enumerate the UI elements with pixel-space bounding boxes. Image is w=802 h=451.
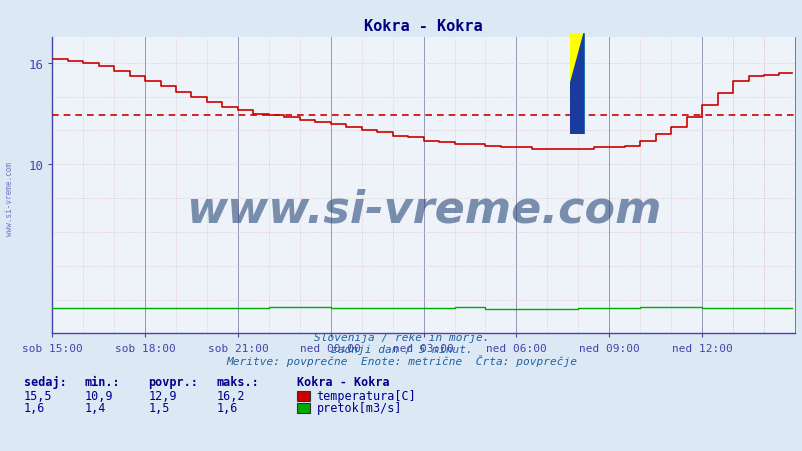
Polygon shape — [569, 34, 583, 134]
Text: www.si-vreme.com: www.si-vreme.com — [185, 188, 661, 231]
Text: min.:: min.: — [84, 376, 119, 389]
Text: povpr.:: povpr.: — [148, 376, 198, 389]
Text: 1,6: 1,6 — [24, 401, 46, 414]
Text: 15,5: 15,5 — [24, 389, 52, 402]
Text: sedaj:: sedaj: — [24, 376, 67, 389]
Text: Meritve: povprečne  Enote: metrične  Črta: povprečje: Meritve: povprečne Enote: metrične Črta:… — [225, 354, 577, 366]
Text: pretok[m3/s]: pretok[m3/s] — [316, 401, 401, 414]
Text: Kokra - Kokra: Kokra - Kokra — [297, 376, 389, 389]
Text: Slovenija / reke in morje.: Slovenija / reke in morje. — [314, 332, 488, 342]
Text: 10,9: 10,9 — [84, 389, 112, 402]
Text: 1,6: 1,6 — [217, 401, 238, 414]
Text: www.si-vreme.com: www.si-vreme.com — [5, 161, 14, 235]
Text: 1,5: 1,5 — [148, 401, 170, 414]
Polygon shape — [569, 34, 583, 84]
Text: zadnji dan / 5 minut.: zadnji dan / 5 minut. — [330, 345, 472, 354]
Title: Kokra - Kokra: Kokra - Kokra — [364, 19, 482, 34]
Text: 12,9: 12,9 — [148, 389, 176, 402]
Text: maks.:: maks.: — [217, 376, 259, 389]
Polygon shape — [569, 34, 583, 134]
Text: 1,4: 1,4 — [84, 401, 106, 414]
Text: temperatura[C]: temperatura[C] — [316, 389, 415, 402]
Text: 16,2: 16,2 — [217, 389, 245, 402]
